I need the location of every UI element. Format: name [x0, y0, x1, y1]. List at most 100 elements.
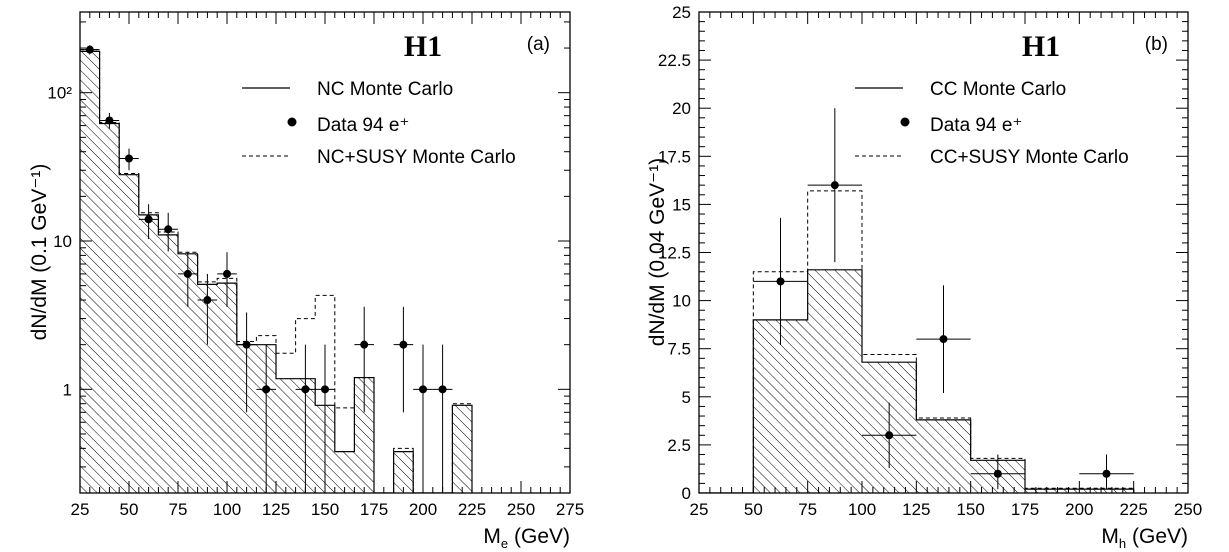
legend-entry-label: NC+SUSY Monte Carlo [317, 147, 516, 168]
mc-bar [217, 283, 237, 493]
x-axis-title: Me (GeV) [483, 525, 570, 551]
mc-bar [138, 214, 159, 493]
x-tick-label: 250 [507, 500, 535, 519]
x-tick-label: 25 [71, 500, 90, 519]
panel-label: (a) [527, 34, 550, 55]
x-tick-label: 100 [848, 500, 876, 519]
x-tick-label: 100 [213, 500, 241, 519]
data-point [885, 431, 894, 440]
mc-bar [119, 174, 139, 493]
data-point [321, 385, 329, 394]
plot-area [80, 45, 473, 493]
data-point [105, 116, 114, 125]
data-point [183, 269, 192, 278]
panel-b: 25 50 75 100 125 150 175 200 225 250 0 2.5 5 7.5 10 12.… [646, 3, 1202, 551]
mc-bar [99, 123, 120, 493]
data-point [399, 340, 408, 349]
data-point [438, 385, 447, 394]
mc-bar [753, 319, 808, 493]
panel-label: (b) [1145, 34, 1168, 55]
experiment-label: H1 [404, 30, 442, 63]
mc-outline [699, 269, 1135, 493]
susy-outline [699, 190, 1135, 493]
mc-bar [807, 269, 862, 493]
y-tick-label: 0 [682, 484, 691, 503]
data-point [144, 215, 153, 224]
data-point [939, 335, 948, 344]
x-tick-label: 225 [458, 500, 486, 519]
mc-outline [80, 50, 473, 493]
y-tick-label: 10 [672, 292, 691, 311]
y-tick-label: 1 [63, 380, 72, 399]
y-tick-label: 12.5 [658, 244, 691, 263]
data-point [360, 340, 369, 349]
data-point [993, 469, 1002, 478]
x-tick-label: 200 [409, 500, 437, 519]
legend-entry-label: CC Monte Carlo [930, 79, 1066, 100]
legend-marker [287, 117, 297, 127]
data-point [85, 45, 94, 54]
x-tick-label: 150 [311, 500, 339, 519]
mc-bar [354, 377, 374, 493]
legend-entry-label: NC Monte Carlo [317, 79, 453, 100]
mc-bar [916, 419, 971, 493]
x-axis-title-main: M [483, 525, 501, 548]
x-axis-title-unit: (GeV) [1126, 525, 1188, 548]
data-point [301, 385, 310, 394]
legend-entry-label: Data 94 e⁺ [930, 115, 1022, 136]
x-tick-label: 200 [1065, 500, 1093, 519]
y-tick-label: 22.5 [658, 51, 691, 70]
x-tick-label: 50 [120, 500, 139, 519]
data-point [125, 154, 133, 163]
data-point [262, 385, 271, 394]
y-tick-label: 2.5 [667, 436, 691, 455]
x-axis-title-sub: e [501, 536, 508, 551]
plot-area [699, 108, 1135, 493]
legend-entry-label: Data 94 e⁺ [317, 115, 409, 136]
x-axis-title-sub: h [1119, 536, 1126, 551]
y-tick-label: 15 [672, 195, 691, 214]
mc-bar [452, 405, 472, 493]
data-point [419, 385, 427, 394]
mc-bar [393, 451, 414, 493]
y-axis-title: dN/dM (0.1 GeV⁻¹) [28, 164, 51, 341]
mc-bar [236, 344, 257, 493]
legend-entry-label: CC+SUSY Monte Carlo [930, 147, 1129, 168]
mc-bar [276, 378, 296, 493]
x-tick-label: 250 [1174, 500, 1202, 519]
y-axis-title: dN/dM (0.04 GeV⁻¹) [646, 158, 669, 346]
mc-bar [334, 451, 355, 493]
y-tick-label: 10² [47, 84, 72, 103]
data-point [776, 277, 785, 286]
x-tick-label: 225 [1119, 500, 1147, 519]
mc-bar [197, 284, 218, 493]
mc-bar [80, 51, 100, 493]
mc-bar [158, 234, 178, 493]
y-tick-label: 20 [672, 99, 691, 118]
data-point [223, 269, 231, 278]
experiment-label: H1 [1022, 30, 1060, 63]
y-tick-label: 7.5 [667, 340, 691, 359]
data-point [242, 340, 251, 349]
data-point [203, 296, 212, 305]
x-axis-title-unit: (GeV) [508, 525, 570, 548]
x-tick-label: 75 [798, 500, 817, 519]
y-tick-label: 25 [672, 3, 691, 22]
x-tick-label: 75 [169, 500, 188, 519]
y-tick-label: 17.5 [658, 147, 691, 166]
data-point [1102, 469, 1111, 478]
x-tick-label: 25 [690, 500, 709, 519]
mc-bar [178, 253, 198, 493]
legend-marker [900, 117, 910, 127]
data-point [830, 181, 839, 190]
x-tick-label: 175 [360, 500, 388, 519]
x-tick-label: 275 [556, 500, 584, 519]
x-axis-title-main: M [1101, 525, 1119, 548]
x-tick-label: 150 [956, 500, 984, 519]
x-tick-label: 50 [744, 500, 763, 519]
data-point [164, 225, 173, 234]
y-tick-label: 10 [53, 232, 72, 251]
x-tick-label: 125 [902, 500, 930, 519]
panel-a: 25 50 75 100 125 150 175 200 225 250 275 1 10 10² Me (… [28, 11, 584, 551]
